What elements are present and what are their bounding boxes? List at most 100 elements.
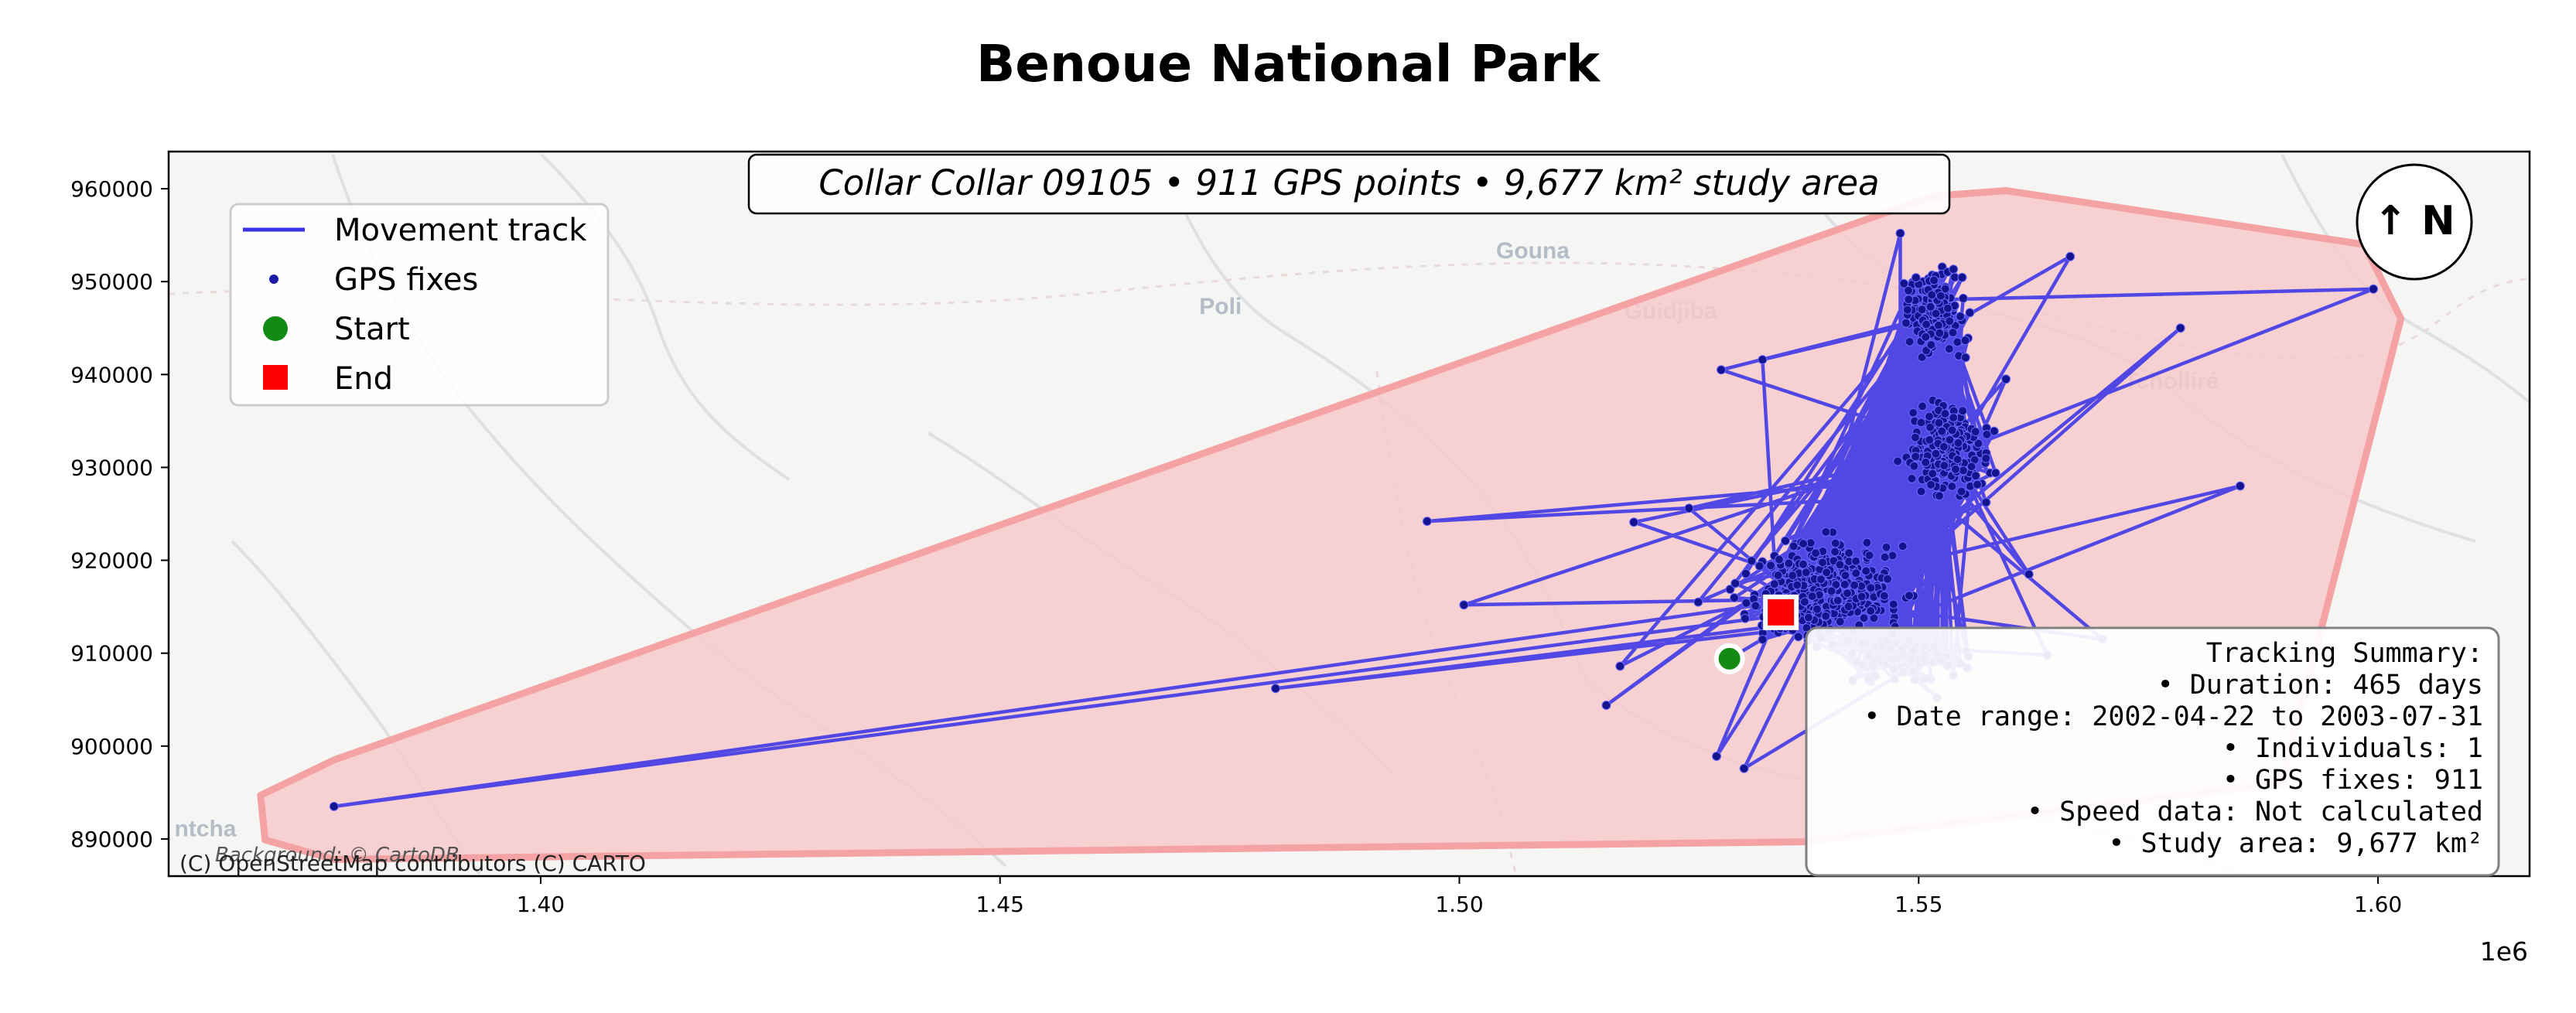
gps-fix (1934, 320, 1943, 330)
legend-end-swatch (263, 365, 288, 390)
gps-fix (1966, 462, 1976, 472)
gps-fix (1730, 593, 1739, 602)
gps-fix (1818, 558, 1827, 568)
gps-fix (1956, 312, 1966, 322)
gps-fix (1840, 571, 1850, 581)
gps-fix (1792, 580, 1802, 590)
summary-line: • Individuals: 1 (2222, 733, 2483, 764)
gps-fix (1730, 578, 1741, 588)
gps-fix (1910, 432, 1920, 442)
gps-fix (1952, 455, 1963, 465)
attribution-background: Background: © CartoDB (215, 844, 460, 867)
gps-fix (2001, 374, 2011, 384)
gps-fix (1929, 275, 1939, 285)
summary-line: • Study area: 9,677 km² (2108, 828, 2483, 859)
gps-fix (1459, 600, 1469, 610)
gps-fix (1904, 285, 1913, 295)
gps-fix (1942, 303, 1952, 313)
y-tick-label: 940000 (70, 362, 153, 387)
gps-fix (329, 801, 339, 811)
gps-fix (2175, 323, 2185, 333)
gps-fix (1937, 426, 1947, 436)
gps-fix (1751, 601, 1761, 611)
summary-frame (1805, 626, 2500, 877)
gps-fix (1982, 429, 1992, 439)
gps-fix (1615, 661, 1625, 671)
gps-fix (1864, 551, 1874, 561)
gps-fix (1949, 413, 1959, 423)
gps-fix (1944, 344, 1954, 354)
x-axis-offset-label: 1e6 (2480, 936, 2528, 967)
gps-fix (1862, 537, 1872, 547)
gps-fix (1973, 438, 1983, 449)
gps-fix (1916, 486, 1926, 496)
gps-fix (1957, 272, 1967, 282)
gps-fix (1826, 586, 1836, 596)
gps-fix (1851, 568, 1861, 578)
gps-fix (1830, 547, 1840, 557)
gps-fix (1916, 418, 1926, 428)
gps-fix (1925, 302, 1935, 312)
place-label: Poli (1199, 294, 1242, 319)
gps-fix (1866, 606, 1876, 616)
gps-fix (2369, 284, 2379, 294)
gps-fix (1898, 541, 1908, 551)
gps-fix (1951, 464, 1960, 474)
gps-fix (1925, 435, 1935, 445)
subtitle: Collar Collar 09105 • 911 GPS points • 9… (818, 162, 1879, 203)
gps-fix (1835, 616, 1845, 626)
gps-fix (1861, 566, 1871, 576)
gps-fix (1851, 556, 1861, 566)
gps-fix (2065, 251, 2075, 261)
gps-fix (1857, 592, 1867, 602)
gps-fix (1905, 591, 1914, 601)
gps-fix (1939, 442, 1949, 452)
gps-fix (1880, 552, 1890, 562)
gps-fix (1684, 503, 1694, 513)
gps-fix (1840, 579, 1850, 589)
gps-fix (1911, 273, 1921, 283)
legend-label: End (334, 361, 393, 397)
gps-fix (1747, 556, 1757, 566)
gps-fix (1917, 305, 1927, 315)
gps-fix (1945, 435, 1955, 445)
gps-fix (1812, 604, 1822, 614)
gps-fix (1911, 452, 1921, 462)
gps-fix (1934, 418, 1944, 428)
gps-fix (1788, 571, 1798, 581)
gps-fix (1739, 763, 1749, 773)
y-tick-label: 900000 (70, 734, 153, 759)
gps-fix (1789, 541, 1799, 551)
gps-fix (1888, 599, 1898, 609)
gps-fix (1758, 635, 1768, 644)
north-arrow-label: ↑ N (2373, 198, 2455, 244)
start-marker (1713, 643, 1745, 674)
legend-label: Start (334, 312, 410, 347)
legend-start-swatch (263, 316, 288, 341)
gps-fix (1883, 574, 1893, 584)
y-tick-label: 930000 (70, 455, 153, 480)
subtitle-frame (747, 153, 1951, 215)
gps-fix (1895, 228, 1905, 238)
gps-fix (1948, 328, 1958, 338)
gps-fix (1831, 580, 1841, 590)
gps-fix (2024, 569, 2034, 579)
river (2280, 154, 2530, 404)
gps-fix (1935, 491, 1944, 501)
gps-fix (1801, 568, 1811, 578)
gps-fix (1844, 548, 1854, 558)
gps-fix (1953, 438, 1963, 448)
end-marker (1763, 594, 1799, 630)
gps-fix (1958, 293, 1968, 303)
gps-fix (1693, 597, 1703, 607)
gps-fix (1921, 457, 1931, 467)
gps-fix (1821, 527, 1831, 537)
gps-fix (1965, 308, 1975, 318)
gps-fix (1859, 613, 1869, 623)
page-title: Benoue National Park (975, 34, 1601, 94)
x-axis: 1.40 1.45 1.50 1.55 1.60 (517, 876, 2402, 917)
gps-fix (1907, 473, 1917, 483)
gps-fix (1956, 486, 1966, 496)
gps-fix (1758, 355, 1768, 365)
gps-fix (1835, 560, 1845, 570)
